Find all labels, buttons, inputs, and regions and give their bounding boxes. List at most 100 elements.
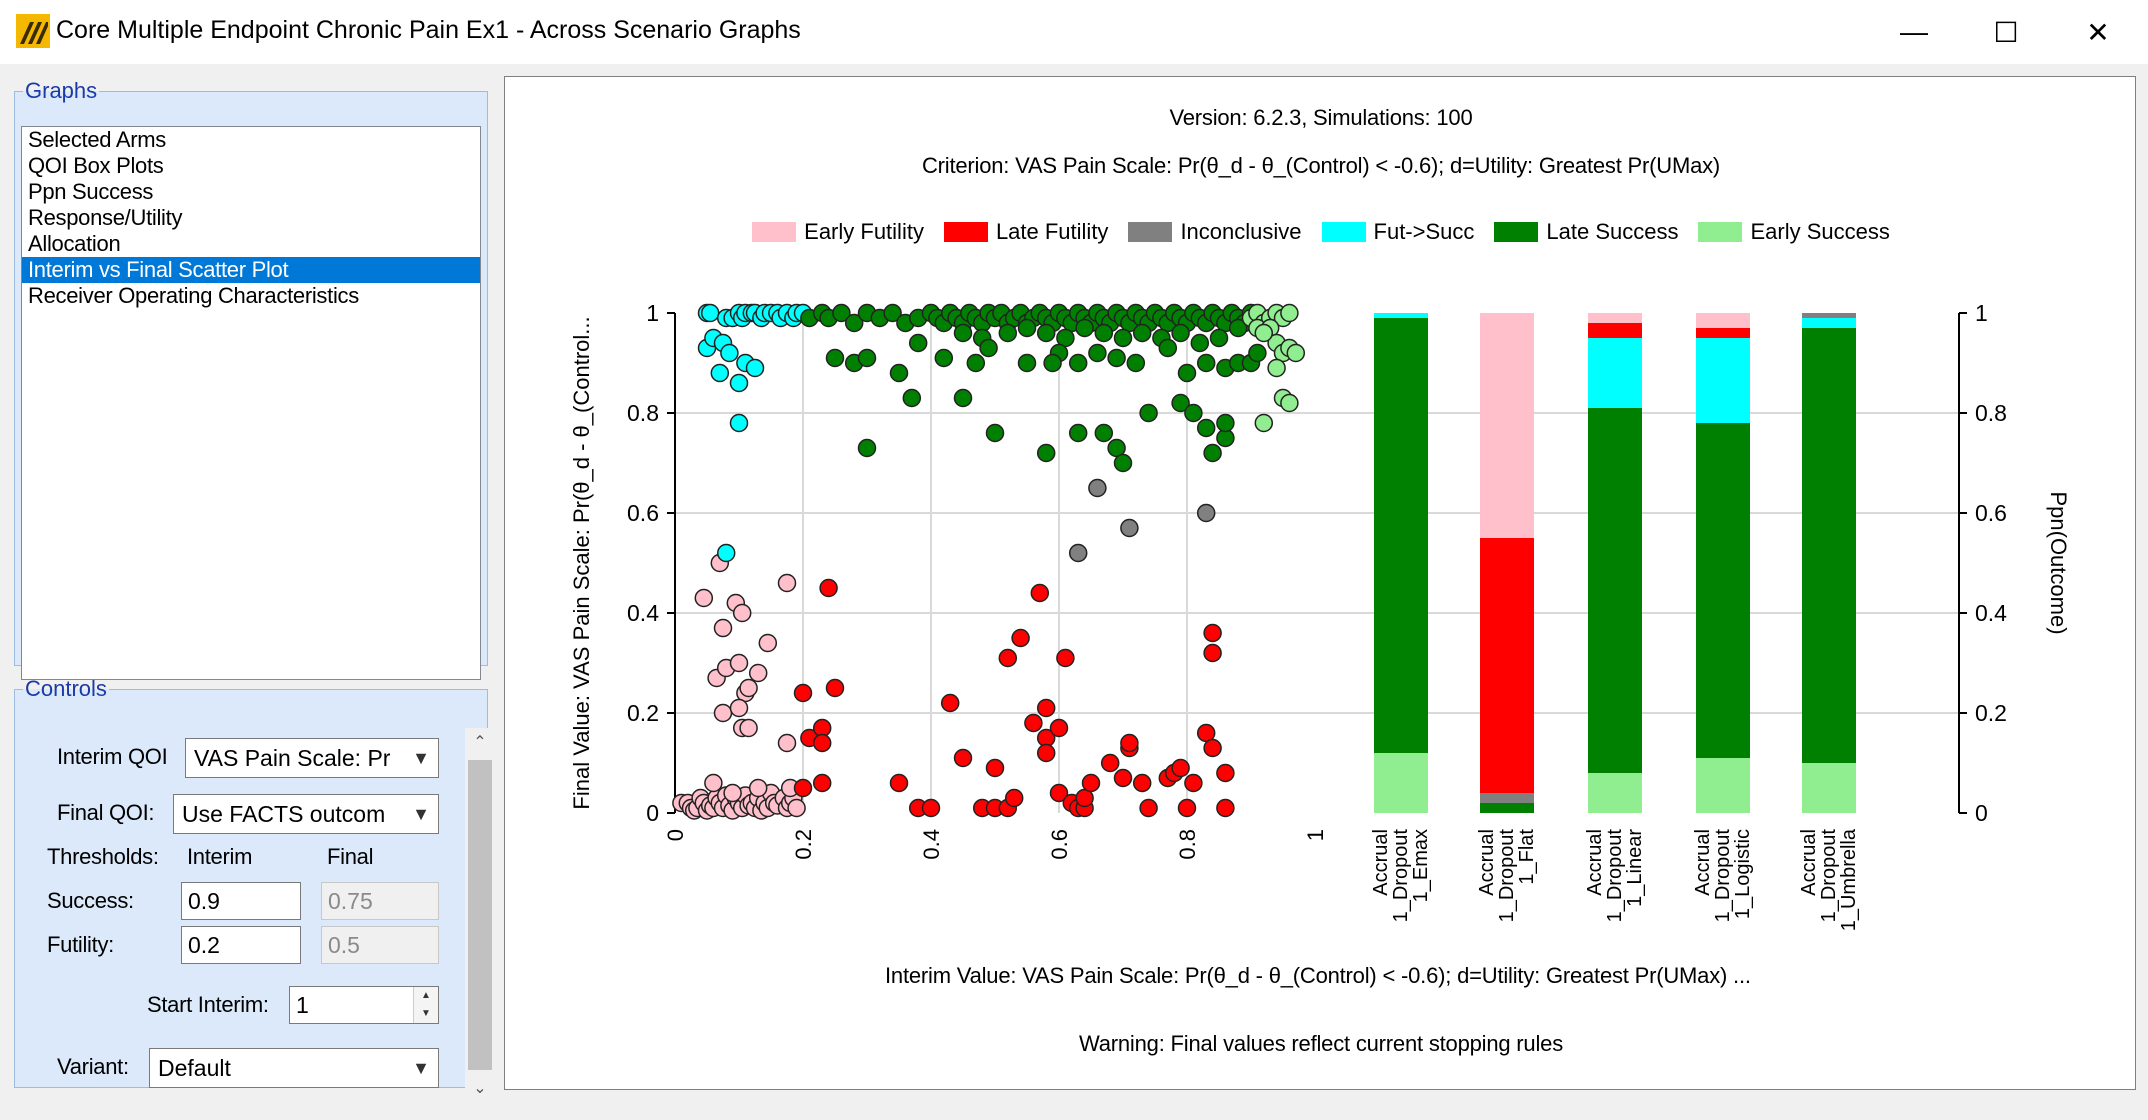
scatter-point (966, 353, 986, 373)
legend-item: Late Futility (943, 219, 1108, 245)
scatter-point (1132, 323, 1152, 343)
scatter-point (1024, 713, 1043, 733)
y2-tick-label: 0.2 (1975, 700, 2007, 726)
graphs-list-item[interactable]: Response/Utility (28, 205, 183, 230)
legend-item: Late Success (1494, 219, 1678, 245)
y2-tick-label: 1 (1975, 300, 1988, 326)
scatter-point (1286, 343, 1306, 363)
scatter-point (748, 778, 768, 798)
scrollbar-thumb[interactable] (468, 760, 492, 1070)
scatter-point (889, 363, 909, 383)
scatter-point (787, 798, 806, 818)
scatter-point (1203, 623, 1222, 643)
scatter-point (1100, 753, 1120, 773)
scatter-point (1139, 403, 1158, 423)
scroll-up-icon[interactable]: ⌃ (473, 734, 487, 751)
minimize-button[interactable]: — (1900, 16, 1928, 47)
scatter-point (1171, 323, 1190, 343)
scatter-point (921, 798, 941, 818)
interim-qoi-select[interactable]: VAS Pain Scale: Pr ▼ (185, 738, 439, 778)
bar-segment (1480, 793, 1534, 803)
scroll-down-icon[interactable]: ⌄ (473, 1080, 487, 1097)
legend-swatch (1698, 222, 1743, 242)
scatter-point (953, 323, 973, 343)
interim-qoi-label: Interim QOI (57, 744, 168, 769)
scatter-point (819, 578, 838, 598)
scatter-point (1196, 353, 1216, 373)
controls-scrollbar[interactable]: ⌃ ⌄ (465, 728, 495, 1104)
scatter-point (1196, 418, 1216, 438)
close-button[interactable]: ✕ (2086, 16, 2110, 48)
scatter-point (1254, 323, 1274, 343)
graphs-list-item[interactable]: Receiver Operating Characteristics (28, 283, 359, 308)
scatter-point (739, 678, 758, 698)
y-tick-label: 0 (646, 800, 659, 826)
scatter-point (1280, 303, 1299, 323)
chart-legend: Early Futility Late Futility Inconclusive F… (505, 219, 2137, 245)
y-tick-label: 0.4 (627, 600, 659, 626)
variant-select[interactable]: Default ▼ (149, 1048, 439, 1088)
bar-segment (1588, 323, 1642, 338)
scatter-point (694, 588, 714, 608)
graphs-listbox[interactable]: Selected Arms QOI Box Plots Ppn Success Res… (21, 126, 481, 680)
bar-segment (1588, 313, 1642, 323)
scatter-point (1036, 443, 1056, 463)
final-qoi-label: Final QOI: (57, 800, 155, 825)
bar-segment (1696, 338, 1750, 423)
scatter-point (1030, 583, 1050, 603)
graphs-list-item[interactable]: Interim vs Final Scatter Plot (22, 257, 480, 283)
warning-text: Warning: Final values reflect current st… (1078, 1031, 1563, 1056)
start-interim-stepper[interactable]: 1 ▲ ▼ (289, 986, 439, 1024)
futility-label: Futility: (47, 932, 114, 957)
graphs-list-item[interactable]: QOI Box Plots (28, 153, 164, 178)
scatter-point (710, 363, 730, 383)
legend-swatch (752, 222, 797, 242)
scatter-point (998, 323, 1018, 343)
scatter-point (1113, 453, 1133, 473)
success-interim-input[interactable]: 0.9 (181, 882, 301, 920)
bar-category-label: Accrual1_Dropout1_Emax (1370, 829, 1432, 923)
x-tick-label: 0 (663, 829, 688, 841)
graphs-list-item[interactable]: Ppn Success (28, 179, 154, 204)
variant-label: Variant: (57, 1054, 129, 1079)
scatter-point (1190, 333, 1210, 353)
scatter-point (1011, 628, 1030, 648)
interim-qoi-value: VAS Pain Scale: Pr (194, 745, 391, 771)
graphs-list-item[interactable]: Allocation (28, 231, 121, 256)
scatter-point (729, 653, 749, 673)
legend-label: Early Success (1750, 219, 1890, 244)
scatter-point (1068, 353, 1088, 373)
scatter-point (844, 313, 864, 333)
scatter-point (1203, 738, 1222, 758)
legend-swatch (1494, 222, 1539, 242)
y-axis-title: Final Value: VAS Pain Scale: Pr(θ_d - θ_… (569, 316, 594, 809)
bar-segment (1588, 338, 1642, 408)
graphs-list-item[interactable]: Selected Arms (28, 127, 166, 152)
scatter-point (908, 333, 928, 353)
scatter-point (1203, 643, 1222, 663)
variant-value: Default (158, 1055, 231, 1081)
bar-segment (1480, 803, 1534, 813)
scatter-point (1177, 798, 1197, 818)
maximize-button[interactable]: ☐ (1993, 16, 2019, 48)
scatter-point (748, 663, 768, 683)
legend-label: Inconclusive (1180, 219, 1302, 244)
scatter-point (1017, 318, 1037, 338)
scatter-point (1068, 543, 1088, 563)
scatter-point (1049, 783, 1069, 803)
scatter-point (777, 573, 797, 593)
scatter-point (713, 618, 733, 638)
futility-interim-input[interactable]: 0.2 (181, 926, 301, 964)
scatter-point (1203, 443, 1222, 463)
stepper-arrows-icon[interactable]: ▲ ▼ (413, 987, 438, 1023)
scatter-point (857, 438, 877, 458)
scatter-point (713, 703, 733, 723)
legend-swatch (1321, 222, 1366, 242)
scatter-point (1139, 798, 1158, 818)
chart-criterion: Criterion: VAS Pain Scale: Pr(θ_d - θ_(C… (921, 153, 1721, 178)
final-qoi-select[interactable]: Use FACTS outcom ▼ (173, 794, 439, 834)
scatter-point (716, 543, 736, 563)
bar-category-label: Accrual1_Dropout1_Logistic (1692, 829, 1754, 923)
scatter-point (1216, 763, 1235, 783)
bar-segment (1480, 313, 1534, 538)
